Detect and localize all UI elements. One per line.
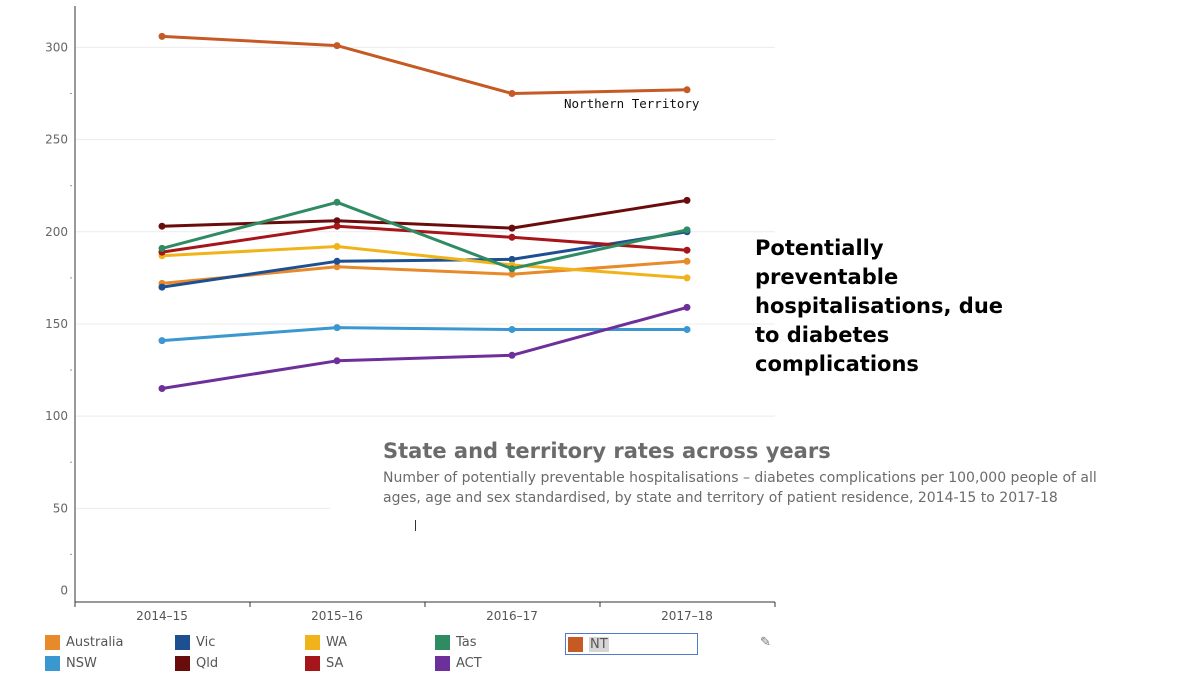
data-point xyxy=(683,246,691,254)
chart-series xyxy=(158,32,691,392)
legend-item-nsw[interactable]: NSW xyxy=(45,654,97,672)
legend-label: Tas xyxy=(456,634,477,650)
legend-item-wa[interactable]: WA xyxy=(305,633,347,651)
data-point xyxy=(683,326,691,333)
series-nt xyxy=(158,32,691,97)
series-line xyxy=(161,224,688,254)
series-line xyxy=(161,305,688,390)
legend-swatch xyxy=(175,655,190,671)
data-point xyxy=(508,326,516,333)
series-line xyxy=(161,326,687,343)
legend-item-sa[interactable]: SA xyxy=(305,654,343,672)
legend-label: Vic xyxy=(196,634,216,650)
data-point xyxy=(333,324,341,332)
legend-label: Qld xyxy=(196,655,219,671)
legend-label: SA xyxy=(326,655,344,671)
data-point xyxy=(333,357,341,365)
data-point xyxy=(683,303,691,311)
legend-swatch xyxy=(175,634,190,650)
data-point xyxy=(508,351,516,359)
data-point xyxy=(508,270,516,278)
series-line xyxy=(161,245,688,280)
series-tas xyxy=(158,198,691,273)
series-sa xyxy=(158,222,691,256)
x-tick-label: 2016–17 xyxy=(486,609,538,623)
chart-axes: 0 50 100 150 200 250 300 2014–15 2015–16 2016–17 2… xyxy=(45,6,776,623)
y-tick-label: 200 xyxy=(45,225,68,239)
series-line xyxy=(161,34,688,95)
legend-item-act[interactable]: ACT xyxy=(435,654,482,672)
data-point xyxy=(333,198,341,206)
y-tick-label: 150 xyxy=(45,317,68,331)
legend-label: Australia xyxy=(66,634,124,650)
data-point xyxy=(333,217,341,225)
data-point xyxy=(333,257,341,265)
series-act xyxy=(158,303,691,392)
series-annotation: Northern Territory xyxy=(564,96,700,111)
series-nsw xyxy=(158,324,691,345)
legend-label: NSW xyxy=(66,655,97,671)
data-point xyxy=(508,233,516,241)
data-point xyxy=(508,224,516,232)
series-line xyxy=(161,230,688,289)
legend-item-qld[interactable]: Qld xyxy=(175,654,218,672)
data-point xyxy=(333,42,341,50)
legend-label: NT xyxy=(589,636,609,652)
text-cursor xyxy=(415,520,416,531)
data-point xyxy=(508,265,516,273)
data-point xyxy=(158,385,166,392)
x-tick-label: 2014–15 xyxy=(136,609,188,623)
legend-item-nt[interactable]: NT xyxy=(565,633,698,655)
legend-swatch xyxy=(435,655,450,671)
data-point xyxy=(683,274,691,282)
legend-swatch xyxy=(435,634,450,650)
legend-swatch xyxy=(45,634,60,650)
legend-label: WA xyxy=(326,634,348,650)
y-tick-label: 50 xyxy=(53,501,68,515)
legend-swatch xyxy=(568,636,583,652)
data-point xyxy=(683,196,691,204)
data-point xyxy=(683,226,691,234)
chart-legend: Australia Vic WA Tas NT NSW Qld SA ACT xyxy=(45,633,745,678)
series-qld xyxy=(158,196,691,232)
data-point xyxy=(683,86,691,94)
chart-annotations: Northern Territory xyxy=(564,96,700,111)
legend-swatch xyxy=(45,655,60,671)
chart-description: Number of potentially preventable hospit… xyxy=(383,470,1097,506)
legend-item-vic[interactable]: Vic xyxy=(175,633,215,651)
legend-swatch xyxy=(305,655,320,671)
x-tick-label: 2015–16 xyxy=(311,609,363,623)
legend-label: ACT xyxy=(456,655,482,671)
data-point xyxy=(333,263,341,271)
data-point xyxy=(158,222,166,230)
series-line xyxy=(161,200,688,271)
series-vic xyxy=(158,228,691,291)
chart-grid xyxy=(76,46,775,509)
data-point xyxy=(508,255,516,263)
y-tick-label: 300 xyxy=(45,40,68,54)
x-tick-label: 2017–18 xyxy=(661,609,713,623)
data-point xyxy=(158,337,166,345)
y-tick-label: 250 xyxy=(45,133,68,147)
y-tick-label: 100 xyxy=(45,409,68,423)
data-point xyxy=(158,244,166,252)
pencil-icon[interactable]: ✎ xyxy=(760,634,771,649)
series-line xyxy=(161,198,688,230)
data-point xyxy=(683,257,691,265)
data-point xyxy=(333,222,341,230)
legend-swatch xyxy=(305,634,320,650)
data-point xyxy=(158,283,166,291)
legend-item-tas[interactable]: Tas xyxy=(435,633,477,651)
data-point xyxy=(158,32,166,40)
chart-subtitle: State and territory rates across years xyxy=(383,439,831,463)
y-tick-label: 0 xyxy=(60,584,68,598)
chart-title: Potentially preventable hospitalisations… xyxy=(755,236,1004,376)
data-point xyxy=(508,90,516,97)
data-point xyxy=(333,243,341,250)
legend-item-australia[interactable]: Australia xyxy=(45,633,124,651)
